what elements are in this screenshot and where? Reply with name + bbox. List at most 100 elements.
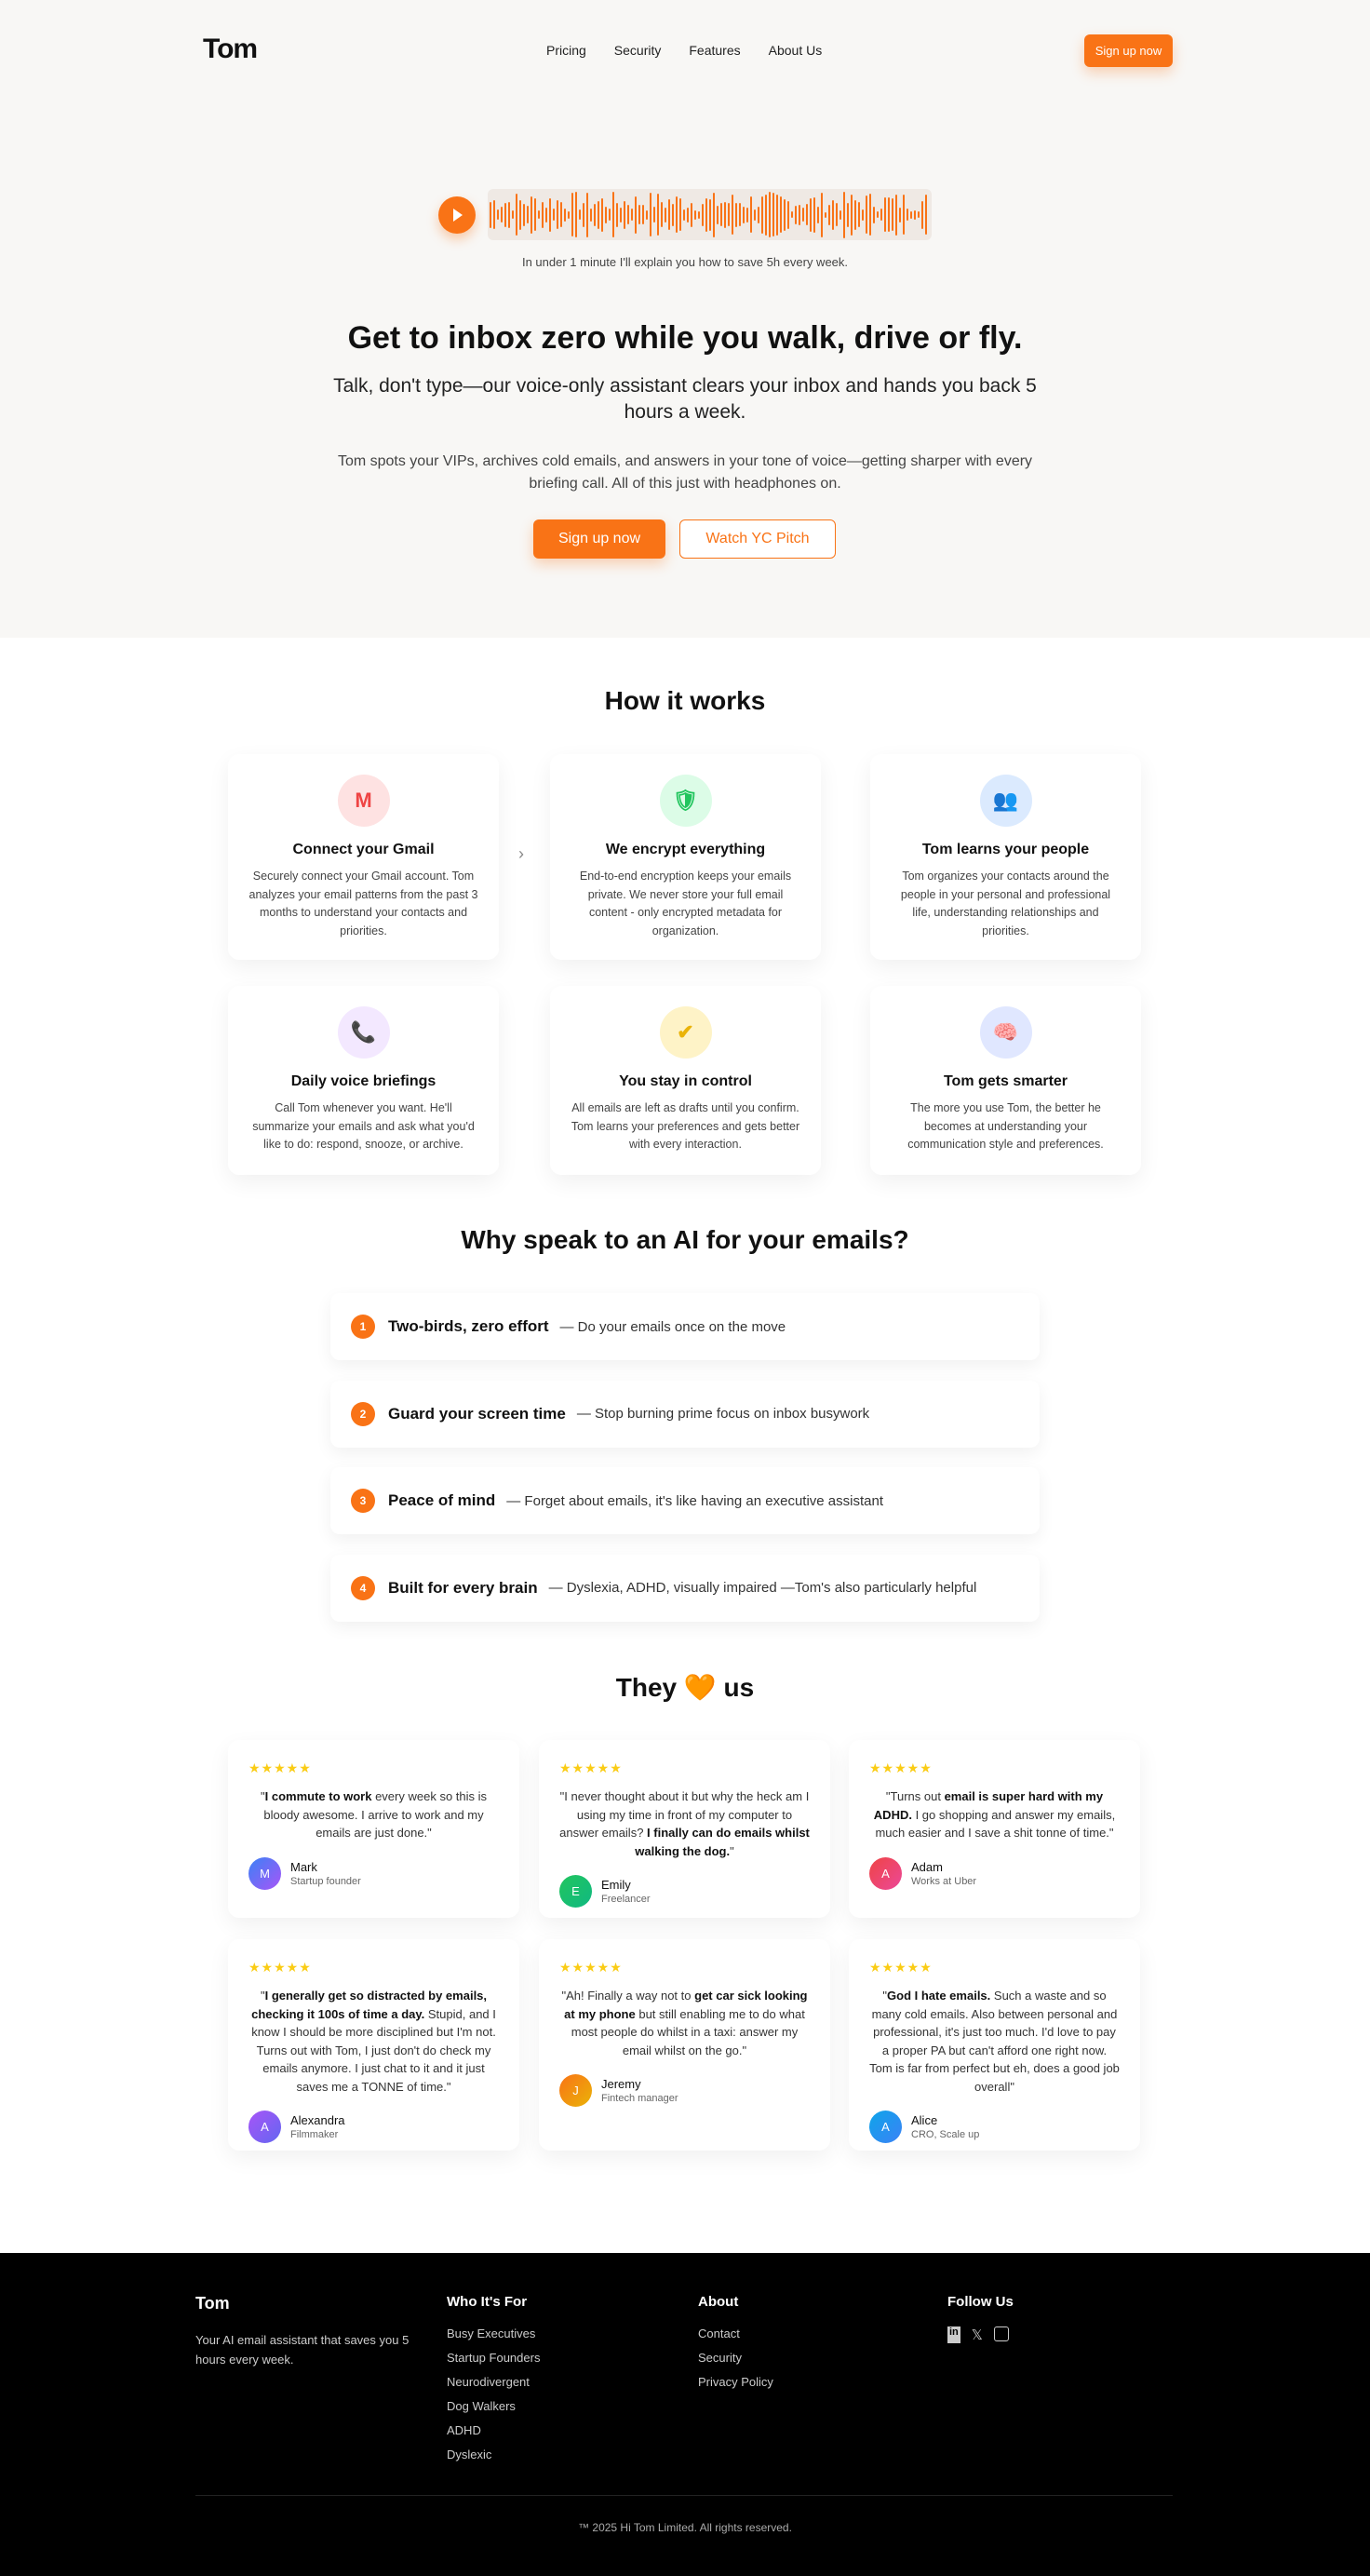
waveform-bar xyxy=(907,209,908,221)
nav-security[interactable]: Security xyxy=(613,43,662,58)
waveform-bar xyxy=(534,198,536,231)
testimonial-author: E Emily Freelancer xyxy=(559,1875,810,1908)
waveform-bar xyxy=(806,204,808,225)
nav-about-us[interactable]: About Us xyxy=(768,43,823,58)
author-name: Alexandra xyxy=(290,2113,345,2127)
check-icon: ✔ xyxy=(659,1006,712,1059)
avatar: A xyxy=(869,2111,902,2143)
how-it-works-title: How it works xyxy=(604,686,766,715)
waveform-bar xyxy=(624,200,625,229)
waveform-bar xyxy=(698,210,700,219)
linkedin-icon[interactable]: in xyxy=(947,2326,960,2343)
quote-highlight: get car sick looking at my phone xyxy=(564,1989,808,2021)
waveform-bar xyxy=(523,203,525,226)
x-icon[interactable]: 𝕏 xyxy=(971,2327,983,2343)
waveform-bar xyxy=(895,194,897,236)
footer-link[interactable]: Contact xyxy=(698,2326,740,2340)
feature-title: Daily voice briefings xyxy=(290,1073,437,1089)
quote-text: "I never thought about it but why the he… xyxy=(559,1789,810,1840)
waveform-bar xyxy=(702,203,704,226)
author-role: Filmmaker xyxy=(290,2129,339,2140)
people-icon: 👥 xyxy=(979,775,1032,827)
quote-highlight: I generally get so distracted by emails,… xyxy=(251,1989,488,2021)
why-item: 3 Peace of mind — Forget about emails, i… xyxy=(330,1467,1040,1534)
waveform-bar xyxy=(616,202,618,227)
waveform-bar xyxy=(490,201,491,228)
footer-brand: Tom Your AI email assistant that saves y… xyxy=(195,2294,410,2369)
star-rating: ★★★★★ xyxy=(869,1760,933,1775)
waveform-bar xyxy=(843,191,845,238)
testimonial-card: ★★★★★ "Ah! Finally a way not to get car … xyxy=(539,1939,830,2151)
avatar: E xyxy=(559,1875,592,1908)
footer-link[interactable]: Privacy Policy xyxy=(698,2375,773,2389)
testimonial-card: ★★★★★ "God I hate emails. Such a waste a… xyxy=(849,1939,1140,2151)
waveform-bar xyxy=(787,200,789,229)
feature-card: 📞 Daily voice briefings Call Tom wheneve… xyxy=(228,986,499,1175)
why-item: 2 Guard your screen time — Stop burning … xyxy=(330,1380,1040,1448)
waveform-bar xyxy=(735,202,737,227)
feature-card: 👥 Tom learns your people Tom organizes y… xyxy=(870,754,1141,960)
audio-waveform[interactable] xyxy=(488,189,932,240)
author-name: Adam xyxy=(911,1859,943,1874)
testimonial-author: M Mark Startup founder xyxy=(248,1856,499,1890)
footer-column-title: About xyxy=(698,2294,739,2310)
quote-text: " xyxy=(730,1843,734,1858)
waveform-bar xyxy=(784,198,786,231)
footer-link[interactable]: Busy Executives xyxy=(447,2326,536,2340)
nav-features[interactable]: Features xyxy=(689,43,741,58)
footer-link[interactable]: Security xyxy=(698,2351,742,2365)
footer-link[interactable]: Startup Founders xyxy=(447,2351,541,2365)
feature-card: M Connect your Gmail Securely connect yo… xyxy=(228,754,499,960)
testimonial-quote: "Ah! Finally a way not to get car sick l… xyxy=(559,1987,810,2059)
waveform-bar xyxy=(635,196,637,234)
quote-text: "Turns out xyxy=(885,1789,945,1803)
quote-text: " xyxy=(260,1789,265,1803)
waveform-bar xyxy=(854,199,856,230)
waveform-bar xyxy=(661,202,663,227)
waveform-bar xyxy=(903,195,905,235)
waveform-bar xyxy=(847,202,849,227)
instagram-icon[interactable] xyxy=(993,2326,1009,2341)
waveform-bar xyxy=(892,198,893,231)
waveform-bar xyxy=(598,200,599,229)
hero-signup-button[interactable]: Sign up now xyxy=(533,519,665,559)
waveform-bar xyxy=(497,209,499,220)
author-name: Jeremy xyxy=(601,2077,641,2091)
quote-text: every week so this is bloody awesome. I … xyxy=(263,1789,488,1840)
waveform-bar xyxy=(605,206,607,223)
footer-follow-title: Follow Us xyxy=(947,2294,1014,2310)
watch-yc-pitch-button[interactable]: Watch YC Pitch xyxy=(679,519,836,559)
feature-card: 🧠 Tom gets smarter The more you use Tom,… xyxy=(870,986,1141,1175)
avatar: M xyxy=(248,1856,281,1890)
nav-pricing[interactable]: Pricing xyxy=(546,43,586,58)
waveform-bar xyxy=(836,203,838,226)
star-rating: ★★★★★ xyxy=(248,1760,312,1775)
waveform-bar xyxy=(612,192,614,237)
waveform-bar xyxy=(601,197,603,232)
quote-text: Such a waste and so many cold emails. Al… xyxy=(869,1989,1120,2094)
logo[interactable]: Tom xyxy=(203,34,258,64)
feature-card: ✔ You stay in control All emails are lef… xyxy=(550,986,821,1175)
footer-link[interactable]: Neurodivergent xyxy=(447,2375,530,2389)
author-role: Works at Uber xyxy=(911,1875,977,1887)
footer-link[interactable]: Dog Walkers xyxy=(447,2399,516,2413)
footer-link[interactable]: Dyslexic xyxy=(447,2448,492,2461)
footer-logo[interactable]: Tom xyxy=(195,2294,230,2313)
star-rating: ★★★★★ xyxy=(559,1760,623,1775)
waveform-bar xyxy=(754,209,756,221)
footer-link[interactable]: ADHD xyxy=(447,2423,481,2437)
nav-signup-button[interactable]: Sign up now xyxy=(1084,34,1173,67)
gmail-icon: M xyxy=(337,775,390,827)
testimonial-card: ★★★★★ "I generally get so distracted by … xyxy=(228,1939,519,2151)
quote-highlight: I commute to work xyxy=(264,1789,372,1803)
waveform-bar xyxy=(866,196,867,234)
waveform-bar xyxy=(657,194,659,236)
waveform-bar xyxy=(925,195,927,235)
star-rating: ★★★★★ xyxy=(559,1960,623,1975)
feature-title: Connect your Gmail xyxy=(292,842,435,857)
waveform-bar xyxy=(713,192,715,237)
play-button[interactable] xyxy=(438,196,476,234)
footer-tagline: Your AI email assistant that saves you 5… xyxy=(195,2333,410,2367)
feature-text: All emails are left as drafts until you … xyxy=(571,1101,800,1151)
waveform-bar xyxy=(694,209,696,220)
